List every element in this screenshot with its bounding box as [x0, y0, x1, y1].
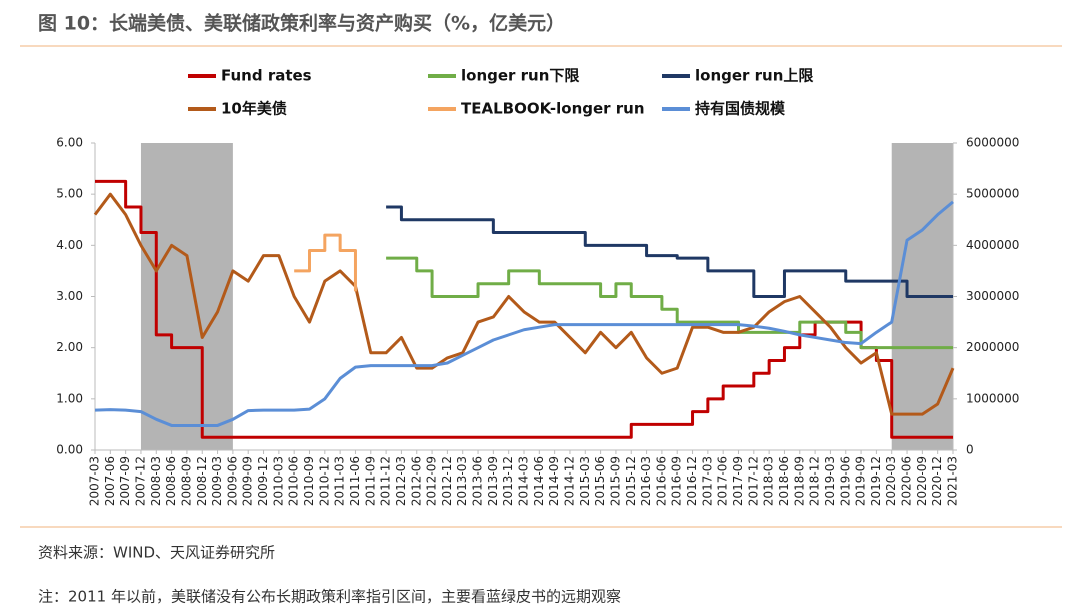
x-tick-label: 2012-12 — [440, 456, 454, 506]
x-tick-label: 2014-06 — [532, 456, 546, 506]
x-tick-label: 2010-12 — [317, 456, 331, 506]
x-tick-label: 2016-12 — [685, 456, 699, 506]
y2-tick-label: 1000000 — [966, 391, 1019, 405]
x-tick-label: 2011-06 — [348, 456, 362, 506]
x-tick-label: 2011-09 — [363, 456, 377, 506]
x-tick-label: 2017-06 — [716, 456, 730, 506]
note: 注：2011 年以前，美联储没有公布长期政策利率指引区间，主要看蓝绿皮书的远期观… — [38, 588, 621, 606]
x-tick-label: 2012-03 — [394, 456, 408, 506]
x-tick-label: 2008-12 — [195, 456, 209, 506]
x-tick-label: 2018-03 — [762, 456, 776, 506]
x-tick-label: 2015-09 — [608, 456, 622, 506]
y-tick-label: 5.00 — [56, 187, 83, 201]
shaded-bands — [140, 143, 953, 450]
x-tick-label: 2019-03 — [823, 456, 837, 506]
x-tick-label: 2007-09 — [118, 456, 132, 506]
x-tick-label: 2013-09 — [486, 456, 500, 506]
x-tick-label: 2017-03 — [700, 456, 714, 506]
plot: 0.00 1.00 2.00 3.00 4.00 5.00 6.00 0 1000000 2000… — [56, 136, 1019, 507]
x-tick-label: 2019-06 — [838, 456, 852, 506]
x-tick-label: 2010-09 — [302, 456, 316, 506]
x-tick-label: 2018-09 — [792, 456, 806, 506]
x-tick-label: 2009-06 — [225, 456, 239, 506]
x-tick-label: 2007-06 — [103, 456, 117, 506]
x-tick-label: 2018-12 — [808, 456, 822, 506]
series-line — [294, 233, 357, 292]
y-tick-label: 2.00 — [56, 340, 83, 354]
series-line — [94, 200, 954, 427]
legend-label: Fund rates — [221, 67, 312, 85]
x-tick-label: 2017-12 — [746, 456, 760, 506]
x-tick-label: 2012-06 — [409, 456, 423, 506]
x-tick-label: 2016-03 — [639, 456, 653, 506]
x-tick-label: 2008-09 — [179, 456, 193, 506]
x-tick-label: 2011-12 — [379, 456, 393, 506]
y-tick-label: 3.00 — [56, 289, 83, 303]
shaded-band — [140, 143, 233, 450]
y2-tick-label: 5000000 — [966, 187, 1019, 201]
x-tick-label: 2011-03 — [333, 456, 347, 506]
x-tick-label: 2019-09 — [854, 456, 868, 506]
legend-label: 10年美债 — [221, 100, 287, 118]
series-line — [386, 205, 953, 298]
y2-tick-label: 6000000 — [966, 136, 1019, 150]
x-tick-label: 2014-03 — [517, 456, 531, 506]
x-tick-label: 2009-09 — [241, 456, 255, 506]
y2-tick-label: 0 — [966, 443, 974, 457]
x-tick-label: 2014-09 — [547, 456, 561, 506]
series-line — [386, 256, 953, 350]
x-tick-label: 2015-03 — [578, 456, 592, 506]
x-tick-label: 2020-12 — [930, 456, 944, 506]
y2-tick-label: 4000000 — [966, 238, 1019, 252]
x-tick-label: 2020-03 — [884, 456, 898, 506]
x-tick-label: 2013-03 — [455, 456, 469, 506]
x-tick-label: 2021-03 — [946, 456, 960, 506]
legend-label: longer run上限 — [695, 67, 813, 85]
y-tick-label: 4.00 — [56, 238, 83, 252]
page-title: 图 10：长端美债、美联储政策利率与资产购买（%，亿美元） — [38, 12, 565, 35]
x-tick-label: 2015-12 — [624, 456, 638, 506]
x-tick-label: 2016-09 — [670, 456, 684, 506]
x-tick-label: 2012-09 — [425, 456, 439, 506]
x-tick-label: 2017-09 — [731, 456, 745, 506]
x-tick-label: 2007-03 — [88, 456, 102, 506]
series-line — [93, 192, 955, 416]
x-tick-label: 2014-12 — [562, 456, 576, 506]
legend-label: longer run下限 — [461, 67, 579, 85]
x-tick-label: 2008-06 — [164, 456, 178, 506]
x-tick-label: 2009-03 — [210, 456, 224, 506]
x-tick-label: 2013-12 — [501, 456, 515, 506]
x-tick-label: 2010-06 — [287, 456, 301, 506]
y-tick-label: 6.00 — [56, 136, 83, 150]
series-line — [95, 179, 953, 439]
x-tick-label: 2018-06 — [777, 456, 791, 506]
x-tick-label: 2020-06 — [900, 456, 914, 506]
x-tick-label: 2007-12 — [133, 456, 147, 506]
y2-tick-label: 3000000 — [966, 289, 1019, 303]
x-tick-label: 2008-03 — [149, 456, 163, 506]
legend-label: TEALBOOK-longer run — [461, 100, 645, 118]
legend-label: 持有国债规模 — [695, 100, 786, 118]
x-tick-label: 2015-06 — [593, 456, 607, 506]
y-tick-label: 1.00 — [56, 391, 83, 405]
x-tick-label: 2019-12 — [869, 456, 883, 506]
source: 资料来源：WIND、天风证券研究所 — [38, 544, 275, 562]
y2-tick-label: 2000000 — [966, 340, 1019, 354]
x-tick-label: 2020-09 — [915, 456, 929, 506]
x-tick-label: 2016-06 — [654, 456, 668, 506]
x-tick-label: 2013-06 — [471, 456, 485, 506]
x-tick-label: 2010-03 — [271, 456, 285, 506]
x-tick-label: 2009-12 — [256, 456, 270, 506]
y-tick-label: 0.00 — [56, 443, 83, 457]
